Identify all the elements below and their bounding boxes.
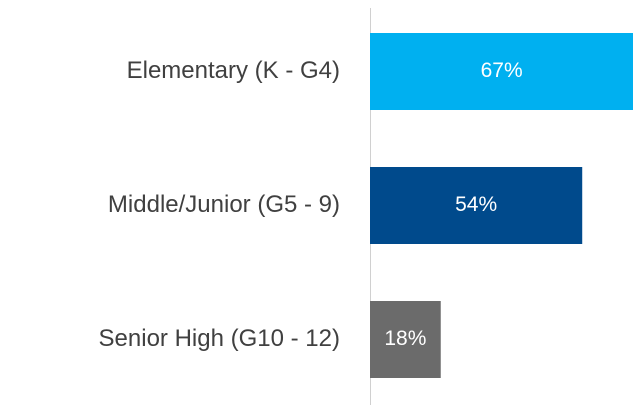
category-label: Middle/Junior (G5 - 9) bbox=[108, 191, 340, 218]
bar bbox=[370, 33, 633, 110]
category-label: Elementary (K - G4) bbox=[127, 57, 340, 84]
bar bbox=[370, 301, 441, 378]
bar bbox=[370, 167, 583, 244]
value-label: 54% bbox=[455, 193, 497, 216]
category-label: Senior High (G10 - 12) bbox=[99, 325, 340, 352]
value-label: 18% bbox=[384, 327, 426, 350]
value-label: 67% bbox=[481, 59, 523, 82]
